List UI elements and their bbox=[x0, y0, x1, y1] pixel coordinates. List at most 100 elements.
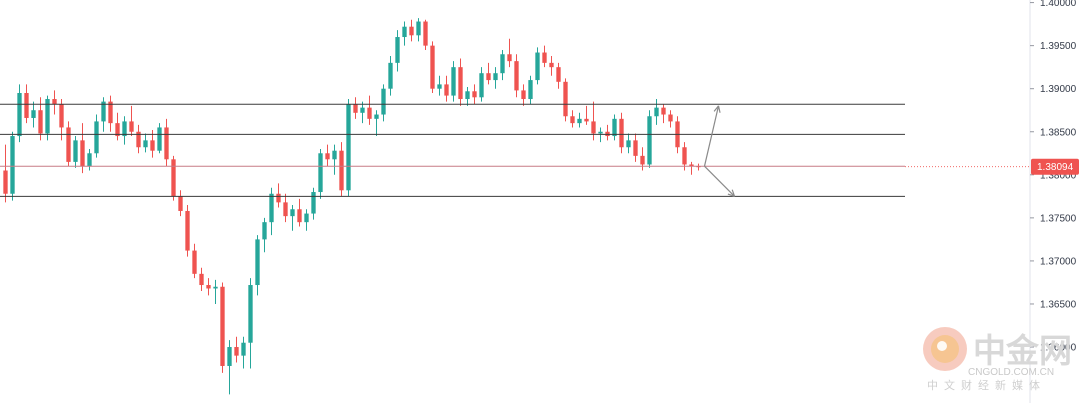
candle[interactable] bbox=[451, 61, 456, 102]
candle[interactable] bbox=[570, 110, 575, 128]
candle[interactable] bbox=[395, 30, 400, 72]
candle[interactable] bbox=[689, 161, 694, 175]
candle-body bbox=[549, 62, 554, 68]
candle[interactable] bbox=[479, 67, 484, 102]
candle[interactable] bbox=[416, 18, 421, 42]
candle[interactable] bbox=[199, 267, 204, 292]
candle[interactable] bbox=[157, 123, 162, 154]
candle-body bbox=[38, 110, 43, 134]
candle[interactable] bbox=[115, 112, 120, 141]
candle[interactable] bbox=[409, 19, 414, 42]
candle[interactable] bbox=[143, 133, 148, 153]
candle[interactable] bbox=[276, 183, 281, 208]
candle[interactable] bbox=[185, 204, 190, 257]
candle[interactable] bbox=[360, 101, 365, 124]
candle[interactable] bbox=[458, 58, 463, 106]
candle[interactable] bbox=[465, 86, 470, 106]
candle[interactable] bbox=[290, 204, 295, 231]
candle[interactable] bbox=[514, 54, 519, 98]
candle[interactable] bbox=[493, 67, 498, 89]
candle[interactable] bbox=[661, 104, 666, 124]
candle[interactable] bbox=[80, 123, 85, 174]
candle[interactable] bbox=[402, 21, 407, 46]
candle[interactable] bbox=[346, 99, 351, 197]
candle[interactable] bbox=[423, 19, 428, 50]
candle[interactable] bbox=[234, 336, 239, 363]
candle[interactable] bbox=[66, 121, 71, 167]
candle[interactable] bbox=[94, 114, 99, 158]
candle-body bbox=[234, 347, 239, 356]
candle[interactable] bbox=[500, 49, 505, 81]
candle[interactable] bbox=[556, 62, 561, 89]
candle[interactable] bbox=[325, 144, 330, 167]
candle[interactable] bbox=[381, 84, 386, 122]
candle[interactable] bbox=[220, 282, 225, 373]
candle[interactable] bbox=[304, 209, 309, 231]
candle[interactable] bbox=[248, 278, 253, 369]
candle[interactable] bbox=[178, 190, 183, 217]
candle[interactable] bbox=[507, 38, 512, 68]
candle[interactable] bbox=[654, 99, 659, 125]
candle[interactable] bbox=[255, 235, 260, 296]
candle[interactable] bbox=[227, 340, 232, 395]
candle[interactable] bbox=[241, 336, 246, 369]
candle[interactable] bbox=[129, 105, 134, 137]
candle[interactable] bbox=[52, 90, 57, 115]
candle[interactable] bbox=[283, 193, 288, 223]
candle[interactable] bbox=[563, 78, 568, 122]
candle[interactable] bbox=[472, 84, 477, 105]
candle[interactable] bbox=[388, 55, 393, 96]
candle-body bbox=[542, 52, 547, 63]
candle[interactable] bbox=[45, 95, 50, 141]
candle[interactable] bbox=[486, 62, 491, 85]
candle[interactable] bbox=[297, 198, 302, 227]
candle[interactable] bbox=[367, 95, 372, 125]
candle[interactable] bbox=[311, 187, 316, 220]
candle[interactable] bbox=[108, 95, 113, 132]
candle[interactable] bbox=[59, 99, 64, 141]
candle[interactable] bbox=[17, 84, 22, 143]
candle[interactable] bbox=[339, 142, 344, 197]
candle[interactable] bbox=[122, 116, 127, 145]
candle[interactable] bbox=[619, 112, 624, 154]
candle[interactable] bbox=[444, 75, 449, 102]
candle[interactable] bbox=[262, 217, 267, 253]
candle[interactable] bbox=[171, 155, 176, 201]
candle[interactable] bbox=[584, 105, 589, 125]
candle[interactable] bbox=[374, 110, 379, 137]
candle[interactable] bbox=[668, 110, 673, 128]
candle[interactable] bbox=[318, 148, 323, 199]
candle[interactable] bbox=[626, 133, 631, 154]
candle[interactable] bbox=[633, 133, 638, 162]
current-price-tag[interactable]: 1.38094 bbox=[1031, 158, 1079, 175]
price-axis[interactable]: 1.40000 1.39500 1.39000 1.38500 1.38000 1.375… bbox=[1029, 0, 1079, 403]
candle[interactable] bbox=[192, 243, 197, 279]
candle[interactable] bbox=[31, 101, 36, 128]
candle[interactable] bbox=[213, 279, 218, 304]
candle-body bbox=[381, 88, 386, 115]
candle-body bbox=[444, 84, 449, 96]
candle[interactable] bbox=[521, 84, 526, 106]
candle[interactable] bbox=[612, 114, 617, 141]
candle[interactable] bbox=[136, 124, 141, 154]
candle[interactable] bbox=[577, 112, 582, 128]
candle[interactable] bbox=[549, 55, 554, 76]
candle[interactable] bbox=[269, 187, 274, 236]
candle[interactable] bbox=[87, 148, 92, 171]
candle[interactable] bbox=[332, 144, 337, 175]
candle[interactable] bbox=[542, 45, 547, 68]
candle[interactable] bbox=[164, 118, 169, 167]
candle[interactable] bbox=[647, 110, 652, 168]
candle[interactable] bbox=[206, 278, 211, 296]
candle[interactable] bbox=[437, 75, 442, 96]
forecast-arrow-up[interactable] bbox=[703, 105, 720, 167]
candle[interactable] bbox=[101, 97, 106, 132]
candle[interactable] bbox=[3, 144, 8, 203]
candle[interactable] bbox=[528, 75, 533, 105]
candle[interactable] bbox=[430, 41, 435, 93]
candle[interactable] bbox=[535, 47, 540, 85]
candle[interactable] bbox=[73, 136, 78, 168]
candle[interactable] bbox=[353, 97, 358, 119]
forecast-arrow-down[interactable] bbox=[704, 165, 735, 197]
